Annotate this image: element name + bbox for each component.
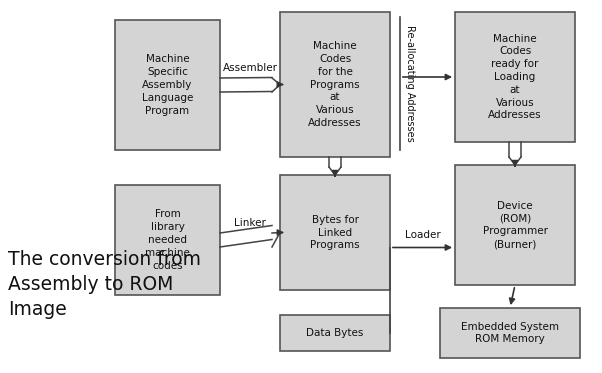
FancyBboxPatch shape	[280, 12, 390, 157]
FancyBboxPatch shape	[440, 308, 580, 358]
Text: Machine
Codes
ready for
Loading
at
Various
Addresses: Machine Codes ready for Loading at Vario…	[488, 34, 542, 120]
Text: Bytes for
Linked
Programs: Bytes for Linked Programs	[310, 215, 360, 250]
FancyBboxPatch shape	[455, 165, 575, 285]
Text: Data Bytes: Data Bytes	[306, 328, 364, 338]
FancyBboxPatch shape	[115, 20, 220, 150]
Text: Machine
Specific
Assembly
Language
Program: Machine Specific Assembly Language Progr…	[142, 54, 193, 116]
Text: From
library
needed
machine
codes: From library needed machine codes	[145, 209, 190, 270]
FancyBboxPatch shape	[280, 315, 390, 351]
Text: Embedded System
ROM Memory: Embedded System ROM Memory	[461, 322, 559, 344]
Text: Machine
Codes
for the
Programs
at
Various
Addresses: Machine Codes for the Programs at Variou…	[308, 41, 362, 128]
Text: Linker: Linker	[234, 218, 266, 228]
Text: Re-allocating Addresses: Re-allocating Addresses	[405, 25, 415, 142]
Text: Loader: Loader	[405, 229, 441, 239]
Text: Device
(ROM)
Programmer
(Burner): Device (ROM) Programmer (Burner)	[482, 201, 547, 249]
FancyBboxPatch shape	[280, 175, 390, 290]
Text: Assembler: Assembler	[223, 63, 278, 73]
Text: The conversion from
Assembly to ROM
Image: The conversion from Assembly to ROM Imag…	[8, 250, 201, 319]
FancyBboxPatch shape	[115, 185, 220, 295]
FancyBboxPatch shape	[455, 12, 575, 142]
